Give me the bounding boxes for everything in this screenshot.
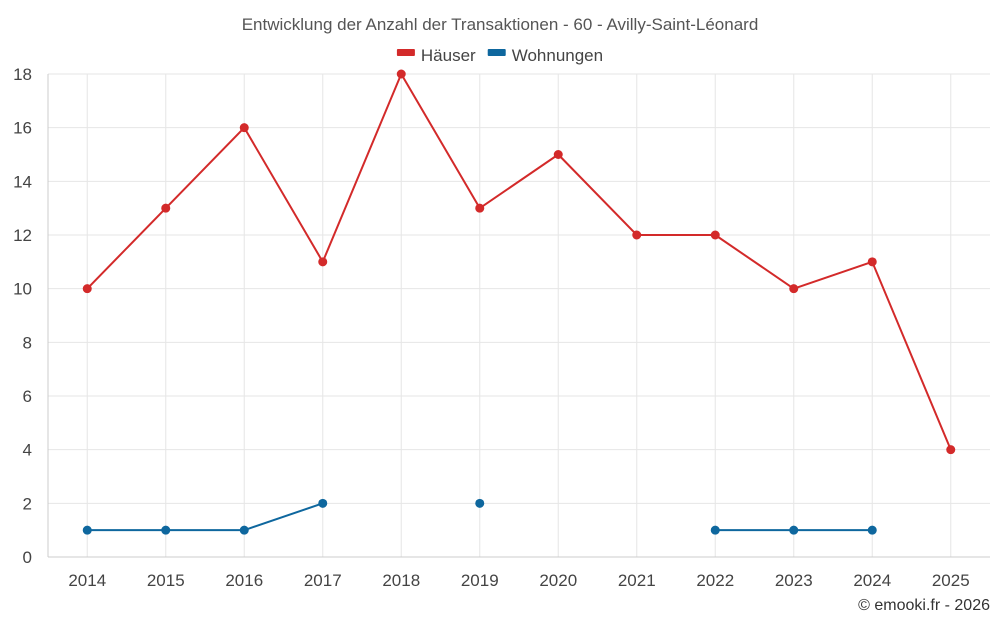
series-0	[82, 69, 956, 455]
data-point[interactable]	[318, 498, 328, 508]
y-tick-label: 2	[23, 494, 32, 513]
y-tick-label: 10	[13, 280, 32, 299]
data-point[interactable]	[946, 445, 956, 455]
y-tick-label: 18	[13, 65, 32, 84]
series-line	[86, 73, 952, 451]
data-point[interactable]	[161, 525, 171, 535]
x-tick-label: 2024	[853, 571, 891, 590]
legend: Häuser Wohnungen	[396, 46, 603, 65]
y-tick-label: 6	[23, 387, 32, 406]
data-point[interactable]	[239, 123, 249, 133]
data-point[interactable]	[789, 525, 799, 535]
data-point[interactable]	[867, 525, 877, 535]
legend-label[interactable]: Häuser	[421, 46, 476, 65]
y-tick-label: 4	[23, 441, 32, 460]
x-tick-label: 2022	[696, 571, 734, 590]
legend-swatch	[487, 49, 506, 56]
credit-text: © emooki.fr - 2026	[858, 597, 990, 614]
series-layer	[82, 69, 956, 535]
x-tick-label: 2018	[382, 571, 420, 590]
x-tick-label: 2017	[304, 571, 342, 590]
legend-swatch	[396, 49, 415, 56]
data-point[interactable]	[710, 230, 720, 240]
x-tick-label: 2016	[225, 571, 263, 590]
series-line	[87, 502, 324, 532]
data-point[interactable]	[553, 150, 563, 159]
data-point[interactable]	[867, 257, 877, 267]
data-point[interactable]	[396, 69, 406, 79]
y-tick-label: 0	[23, 548, 32, 567]
series-1	[82, 498, 877, 535]
x-tick-label: 2019	[461, 571, 499, 590]
data-point[interactable]	[82, 525, 92, 535]
x-tick-label: 2014	[68, 571, 106, 590]
x-tick-label: 2025	[932, 571, 970, 590]
y-tick-label: 14	[13, 172, 32, 191]
x-tick-label: 2021	[618, 571, 656, 590]
y-tick-label: 8	[23, 333, 32, 352]
grid	[48, 73, 990, 557]
data-point[interactable]	[475, 498, 485, 508]
axes: 0 2 4 6 8 10 12 14 16 18 2014 2015 2016 2017 2018 2019 2…	[13, 65, 990, 590]
data-point[interactable]	[475, 203, 485, 213]
data-point[interactable]	[789, 284, 799, 294]
chart-title: Entwicklung der Anzahl der Transaktionen…	[242, 15, 759, 34]
data-point[interactable]	[82, 284, 92, 294]
data-point[interactable]	[632, 230, 642, 240]
x-tick-label: 2020	[539, 571, 577, 590]
x-tick-label: 2023	[775, 571, 813, 590]
data-point[interactable]	[161, 203, 171, 213]
data-point[interactable]	[239, 525, 249, 535]
data-point[interactable]	[318, 257, 328, 267]
legend-label[interactable]: Wohnungen	[512, 46, 603, 65]
x-tick-label: 2015	[147, 571, 185, 590]
data-point[interactable]	[710, 525, 720, 535]
y-tick-label: 12	[13, 226, 32, 245]
y-tick-label: 16	[13, 119, 32, 138]
